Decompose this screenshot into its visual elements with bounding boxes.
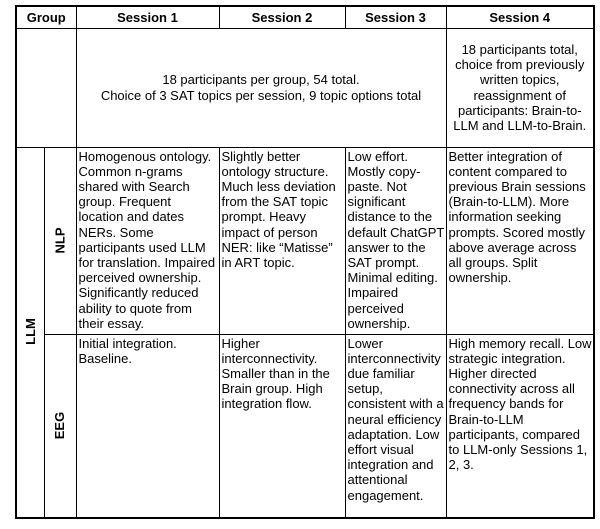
nlp-row: LLM NLP Homogenous ontology. Common n-gr…	[15, 146, 595, 519]
row-label-eeg: EEG	[52, 411, 68, 439]
eeg-session-2-cell: Higher interconnectivity. Smaller than i…	[218, 333, 346, 519]
header-row: Group Session 1 Session 2 Session 3 Sess…	[15, 5, 595, 29]
nlp-session-2-cell: Slightly better ontology structure. Much…	[218, 146, 346, 335]
nlp-session-1-cell: Homogenous ontology. Common n-grams shar…	[75, 146, 220, 335]
row-label-nlp: NLP	[52, 227, 68, 253]
column-header-session-4: Session 4	[445, 5, 595, 29]
column-header-session-1: Session 1	[75, 5, 220, 29]
row-label-nlp-cell: NLP	[43, 146, 77, 335]
eeg-row: EEG Initial integration. Baseline. Highe…	[16, 333, 595, 519]
eeg-session-3-cell: Lower interconnectivity due familiar set…	[344, 333, 447, 519]
group-label-llm: LLM	[22, 318, 38, 346]
eeg-session-1-cell: Initial integration. Baseline.	[75, 333, 220, 519]
sessions-table-container: Group Session 1 Session 2 Session 3 Sess…	[15, 5, 595, 519]
overview-row: 18 participants per group, 54 total. Cho…	[15, 27, 595, 148]
group-label-cell: LLM	[15, 146, 45, 519]
eeg-session-4-cell: High memory recall. Low strategic integr…	[445, 333, 595, 519]
overview-sessions-1-3-cell: 18 participants per group, 54 total. Cho…	[75, 27, 447, 148]
sessions-table: Group Session 1 Session 2 Session 3 Sess…	[15, 5, 595, 519]
overview-line-2: Choice of 3 SAT topics per session, 9 to…	[100, 87, 422, 103]
nlp-session-3-cell: Low effort. Mostly copy-paste. Not signi…	[344, 146, 447, 335]
column-header-session-3: Session 3	[344, 5, 447, 29]
overview-line-1: 18 participants per group, 54 total.	[162, 72, 360, 87]
overview-group-empty-cell	[15, 27, 77, 148]
overview-session-4-cell: 18 participants total, choice from previ…	[445, 27, 595, 148]
row-label-eeg-cell: EEG	[43, 333, 77, 519]
column-header-session-2: Session 2	[218, 5, 346, 29]
column-header-group: Group	[15, 5, 77, 29]
nlp-session-4-cell: Better integration of content compared t…	[445, 146, 595, 335]
